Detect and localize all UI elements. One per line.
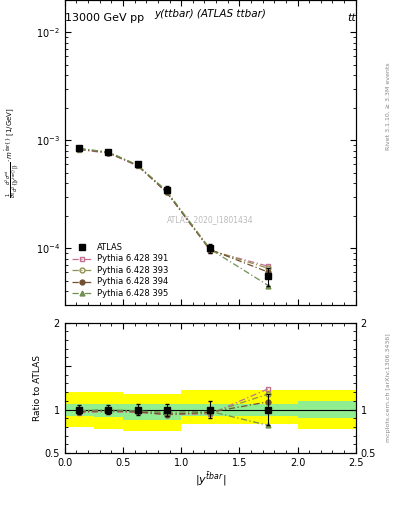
- Line: Pythia 6.428 393: Pythia 6.428 393: [77, 146, 271, 271]
- Line: Pythia 6.428 394: Pythia 6.428 394: [77, 146, 271, 274]
- Pythia 6.428 394: [106, 150, 111, 156]
- Pythia 6.428 393: [266, 265, 271, 271]
- Line: Pythia 6.428 391: Pythia 6.428 391: [77, 147, 271, 269]
- Pythia 6.428 391: [266, 263, 271, 269]
- Pythia 6.428 394: [266, 269, 271, 275]
- Text: Rivet 3.1.10, ≥ 3.3M events: Rivet 3.1.10, ≥ 3.3M events: [386, 63, 391, 151]
- Pythia 6.428 395: [77, 145, 82, 152]
- Y-axis label: Ratio to ATLAS: Ratio to ATLAS: [33, 355, 42, 421]
- Pythia 6.428 393: [164, 188, 169, 195]
- Pythia 6.428 395: [266, 283, 271, 289]
- Pythia 6.428 394: [164, 189, 169, 196]
- Pythia 6.428 391: [208, 248, 213, 254]
- Pythia 6.428 393: [135, 162, 140, 168]
- Legend: ATLAS, Pythia 6.428 391, Pythia 6.428 393, Pythia 6.428 394, Pythia 6.428 395: ATLAS, Pythia 6.428 391, Pythia 6.428 39…: [69, 241, 171, 301]
- Pythia 6.428 393: [208, 247, 213, 253]
- Pythia 6.428 393: [106, 150, 111, 156]
- Pythia 6.428 395: [164, 188, 169, 194]
- X-axis label: $|y^{\bar{t}bar}|$: $|y^{\bar{t}bar}|$: [195, 471, 226, 488]
- Pythia 6.428 391: [106, 150, 111, 156]
- Pythia 6.428 394: [208, 247, 213, 253]
- Pythia 6.428 394: [77, 146, 82, 152]
- Line: Pythia 6.428 395: Pythia 6.428 395: [77, 146, 271, 288]
- Pythia 6.428 395: [208, 246, 213, 252]
- Text: 13000 GeV pp: 13000 GeV pp: [65, 13, 144, 23]
- Pythia 6.428 395: [106, 149, 111, 155]
- Text: tt: tt: [347, 13, 356, 23]
- Pythia 6.428 395: [135, 162, 140, 168]
- Pythia 6.428 391: [135, 163, 140, 169]
- Pythia 6.428 393: [77, 145, 82, 152]
- Text: y(ttbar) (ATLAS ttbar): y(ttbar) (ATLAS ttbar): [154, 9, 266, 19]
- Pythia 6.428 391: [77, 146, 82, 153]
- Text: ATLAS_2020_I1801434: ATLAS_2020_I1801434: [167, 215, 253, 224]
- Pythia 6.428 394: [135, 162, 140, 168]
- Pythia 6.428 391: [164, 189, 169, 196]
- Text: $\frac{1}{\sigma_0}\frac{d^2\sigma^{nd}}{d^2\{|y^{\bar{t}ar\{\}}|\}} \cdot m^{\b: $\frac{1}{\sigma_0}\frac{d^2\sigma^{nd}}…: [4, 107, 22, 198]
- Text: mcplots.cern.ch [arXiv:1306.3436]: mcplots.cern.ch [arXiv:1306.3436]: [386, 333, 391, 442]
